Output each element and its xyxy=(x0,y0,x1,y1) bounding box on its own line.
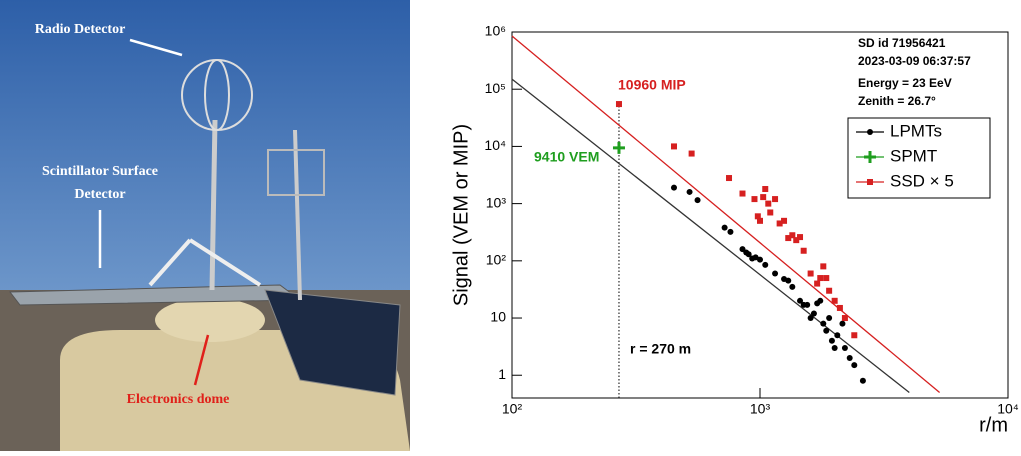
photo-label: Radio Detector xyxy=(35,22,126,37)
point xyxy=(757,257,763,263)
point xyxy=(797,234,803,240)
point xyxy=(760,194,766,200)
y-tick-label: 1 xyxy=(498,366,506,382)
point xyxy=(767,209,773,215)
point xyxy=(722,225,728,231)
point xyxy=(834,332,840,338)
point xyxy=(772,271,778,277)
point xyxy=(842,345,848,351)
point xyxy=(804,302,810,308)
point xyxy=(772,196,778,202)
dome xyxy=(155,298,265,342)
annotation: 9410 VEM xyxy=(534,149,599,165)
y-tick-label: 10 xyxy=(490,309,506,325)
x-tick-label: 10² xyxy=(502,401,523,417)
legend-marker xyxy=(867,129,873,135)
point xyxy=(613,142,625,154)
point xyxy=(808,271,814,277)
point xyxy=(817,275,823,281)
figure: Radio Detector Scintillator Surface Dete… xyxy=(0,0,1021,451)
point xyxy=(757,218,763,224)
point xyxy=(814,281,820,287)
point xyxy=(847,355,853,361)
page: Radio Detector Scintillator Surface Dete… xyxy=(0,0,1021,451)
point xyxy=(671,185,677,191)
point xyxy=(687,189,693,195)
y-tick-label: 10⁴ xyxy=(484,137,506,153)
point xyxy=(726,175,732,181)
y-tick-label: 10⁵ xyxy=(485,80,506,96)
point xyxy=(851,332,857,338)
point xyxy=(820,263,826,269)
point xyxy=(832,298,838,304)
x-tick-label: 10³ xyxy=(750,401,771,417)
legend-marker xyxy=(867,179,873,185)
point xyxy=(860,378,866,384)
photo: Radio Detector Scintillator Surface Dete… xyxy=(0,0,410,451)
photo-label: Scintillator Surface xyxy=(42,164,158,179)
y-axis-label: Signal (VEM or MIP) xyxy=(450,124,472,306)
point xyxy=(781,218,787,224)
annotation: 10960 MIP xyxy=(618,77,686,93)
point xyxy=(851,362,857,368)
point xyxy=(826,288,832,294)
point xyxy=(765,201,771,207)
point xyxy=(762,262,768,268)
point xyxy=(817,298,823,304)
photo-label: Electronics dome xyxy=(127,392,230,407)
x-axis-label: r/m xyxy=(979,414,1008,436)
point xyxy=(837,305,843,311)
legend-label: LPMTs xyxy=(890,121,942,140)
point xyxy=(739,191,745,197)
point xyxy=(823,328,829,334)
point xyxy=(727,229,733,235)
point xyxy=(801,248,807,254)
point xyxy=(689,151,695,157)
y-tick-label: 10³ xyxy=(486,194,507,210)
point xyxy=(695,197,701,203)
point xyxy=(762,186,768,192)
photo-label: Detector xyxy=(74,187,125,202)
point xyxy=(751,196,757,202)
point xyxy=(842,315,848,321)
point xyxy=(829,338,835,344)
legend-label: SPMT xyxy=(890,146,937,165)
point xyxy=(616,101,622,107)
info-text: SD id 71956421 xyxy=(858,36,946,50)
point xyxy=(789,284,795,290)
y-tick-label: 10⁶ xyxy=(485,23,506,39)
point xyxy=(826,315,832,321)
mast xyxy=(212,120,215,290)
info-text: Zenith = 26.7° xyxy=(858,94,936,108)
point xyxy=(839,321,845,327)
info-text: Energy = 23 EeV xyxy=(858,76,952,90)
legend-label: SSD × 5 xyxy=(890,171,954,190)
point xyxy=(832,345,838,351)
point xyxy=(820,321,826,327)
point xyxy=(811,310,817,316)
y-tick-label: 10² xyxy=(486,252,507,268)
point xyxy=(823,275,829,281)
info-text: 2023-03-09 06:37:57 xyxy=(858,54,971,68)
point xyxy=(785,278,791,284)
annotation: r = 270 m xyxy=(630,341,691,357)
point xyxy=(671,143,677,149)
